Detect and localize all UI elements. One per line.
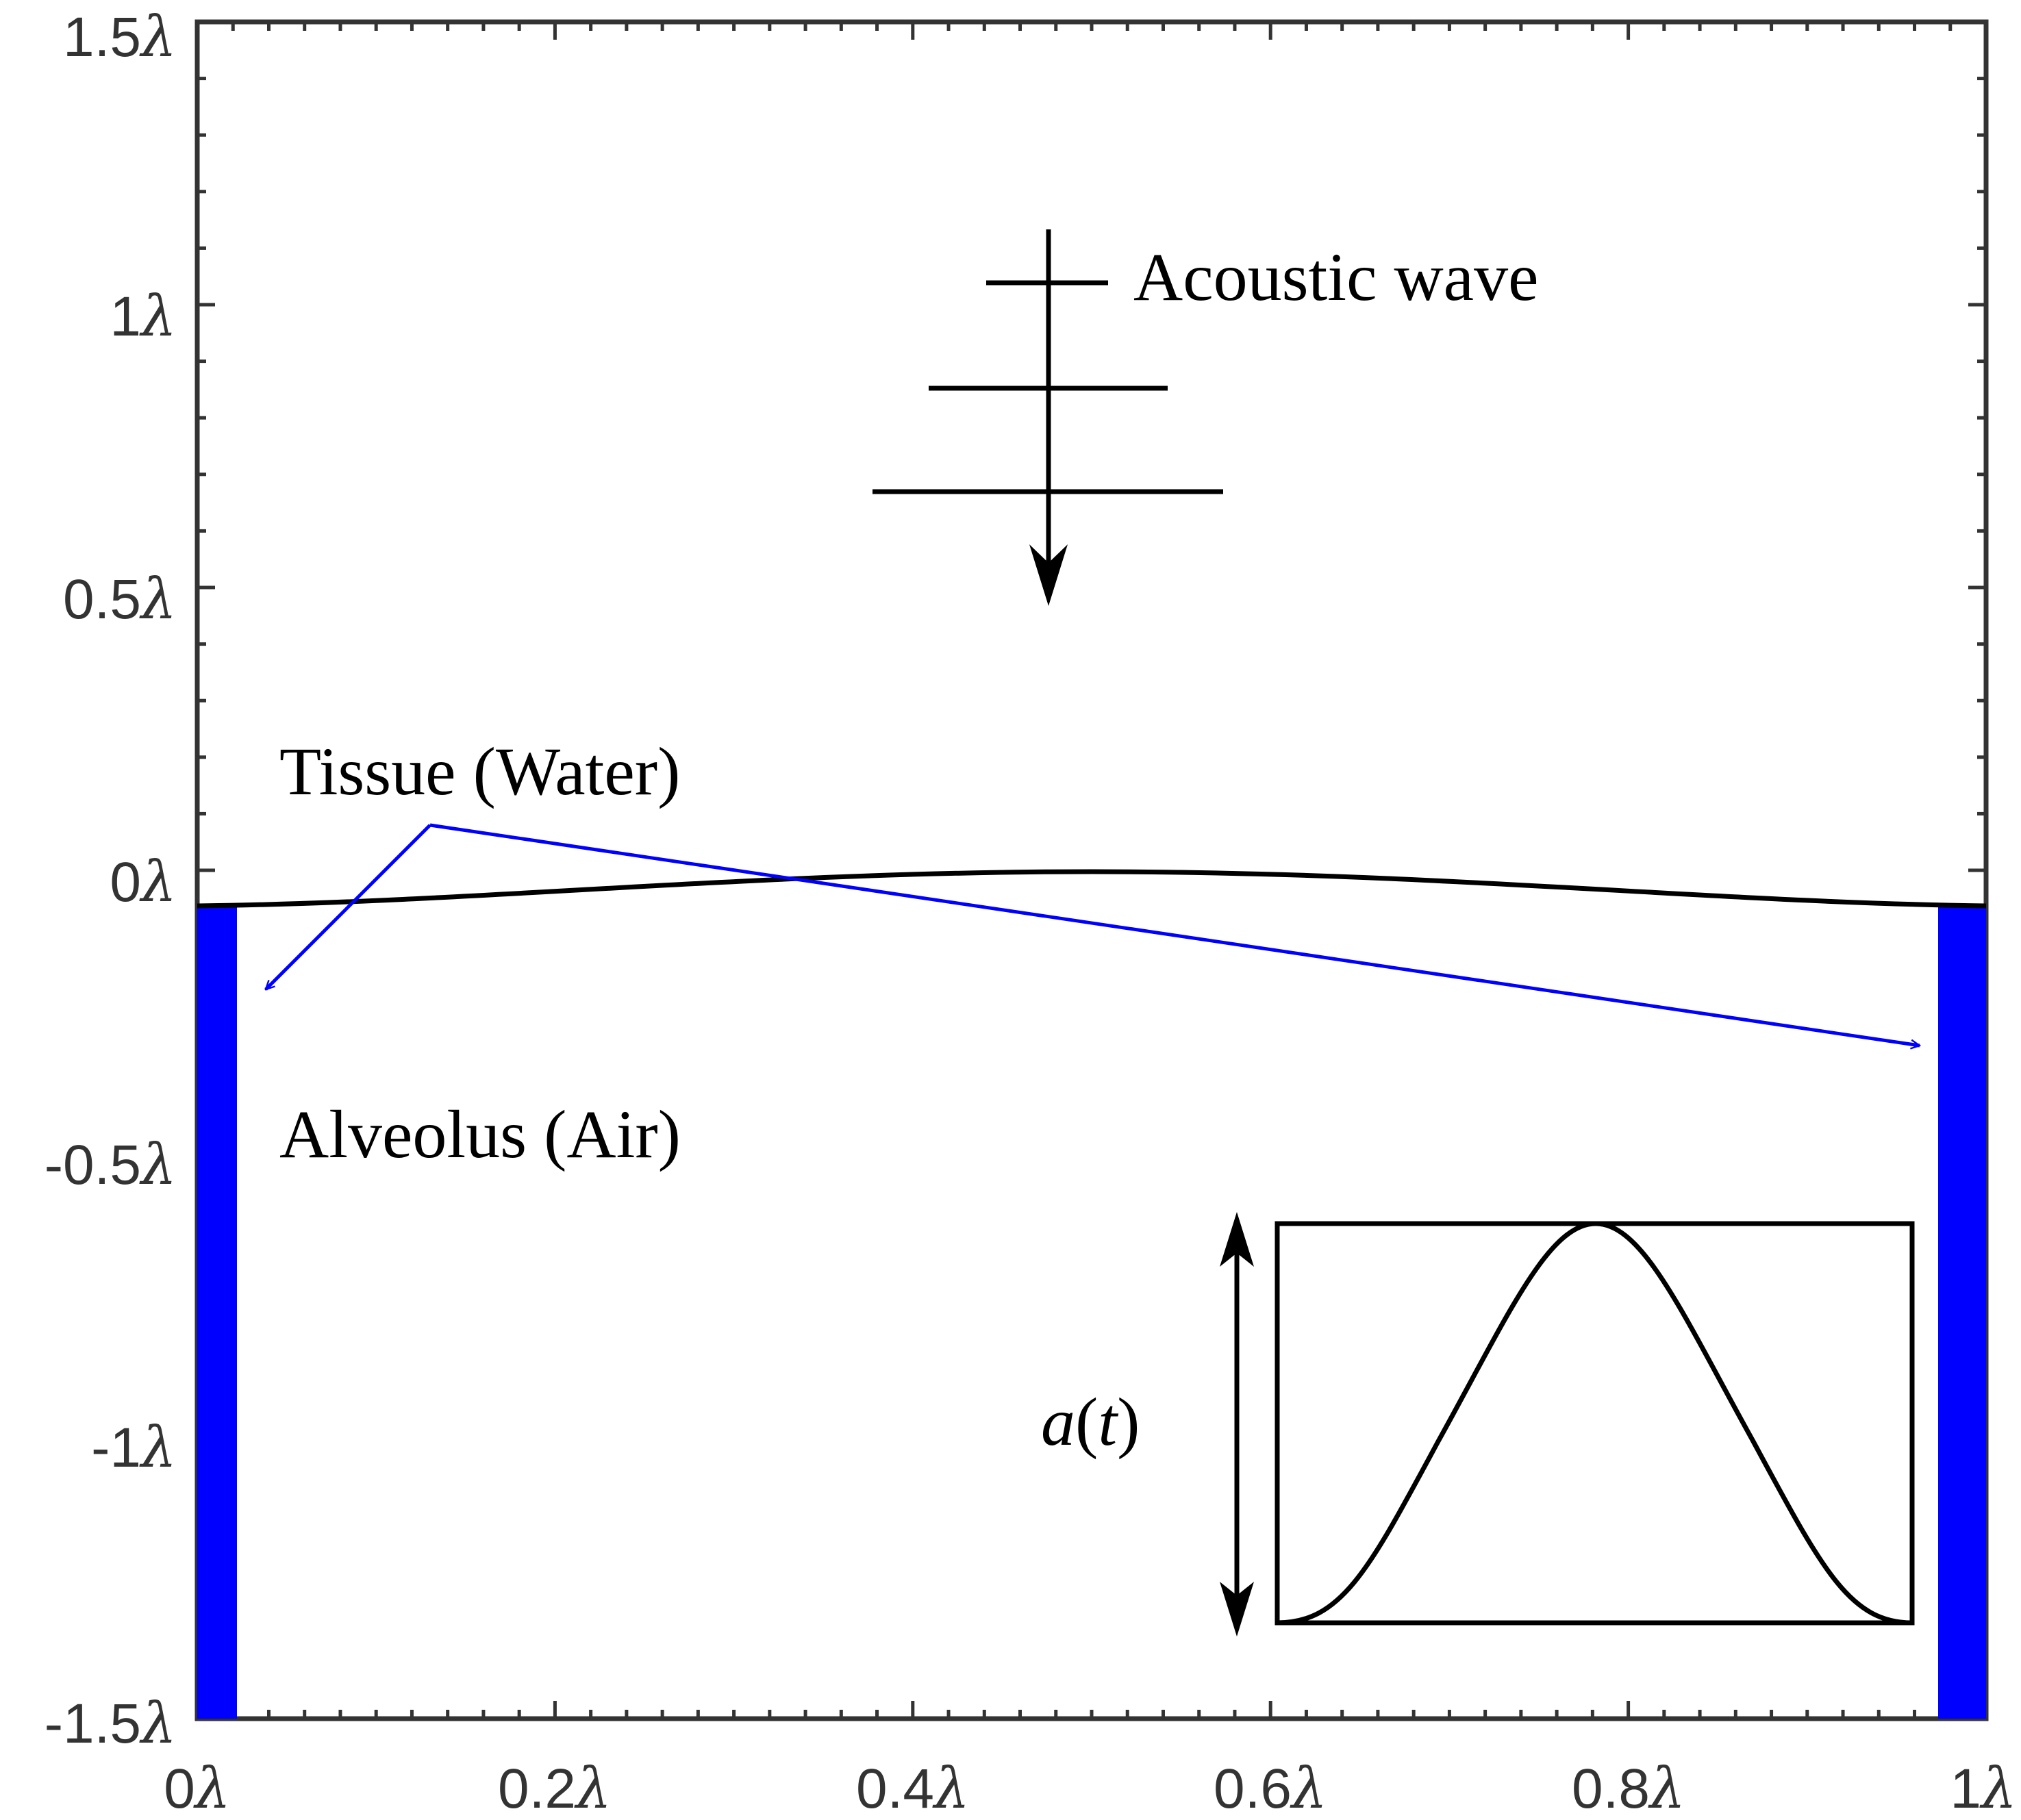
- acoustic-wave-glyph: [873, 229, 1223, 565]
- tissue-air-interface: [197, 869, 1987, 909]
- x-tick-label-0.6: 0.6λ: [1214, 1756, 1327, 1820]
- x-tick-label-0.2: 0.2λ: [498, 1756, 612, 1820]
- amplitude-label: a(t): [1041, 1384, 1140, 1460]
- y-tick-label-1.5: 1.5λ: [63, 5, 177, 70]
- x-tick-label-0.4: 0.4λ: [856, 1756, 970, 1820]
- y-axis-labels: 1.5λ 1λ 0.5λ 0λ -0.5λ -1λ -1.5λ: [45, 5, 177, 1756]
- left-wall: [197, 907, 237, 1719]
- x-axis-labels: 0λ 0.2λ 0.4λ 0.6λ 0.8λ 1λ: [164, 1756, 2017, 1820]
- tissue-pointers: [266, 823, 1920, 1046]
- tissue-pointer-left: [266, 824, 431, 989]
- y-tick-label-neg1.5: -1.5λ: [45, 1691, 177, 1756]
- y-tick-label-0: 0λ: [110, 850, 177, 915]
- double-arrow-vertical-icon: [1220, 1212, 1254, 1636]
- inset-pulse-curve: [1277, 1221, 1913, 1626]
- acoustic-wave-label: Acoustic wave: [1133, 239, 1538, 315]
- alveolus-label: Alveolus (Air): [279, 1096, 681, 1172]
- y-tick-label-neg1: -1λ: [91, 1415, 177, 1480]
- tissue-pointer-right: [429, 823, 1920, 1046]
- tissue-label: Tissue (Water): [279, 733, 680, 809]
- inset-box: [1275, 1221, 1915, 1626]
- y-tick-label-1: 1λ: [110, 284, 177, 349]
- arrow-down-icon: [1029, 544, 1068, 606]
- y-tick-label-neg0.5: -0.5λ: [45, 1133, 177, 1198]
- y-tick-label-0.5: 0.5λ: [63, 567, 177, 632]
- x-tick-label-0: 0λ: [164, 1756, 231, 1820]
- x-tick-label-1: 1λ: [1950, 1756, 2017, 1820]
- x-tick-label-0.8: 0.8λ: [1572, 1756, 1685, 1820]
- right-wall: [1938, 907, 1986, 1719]
